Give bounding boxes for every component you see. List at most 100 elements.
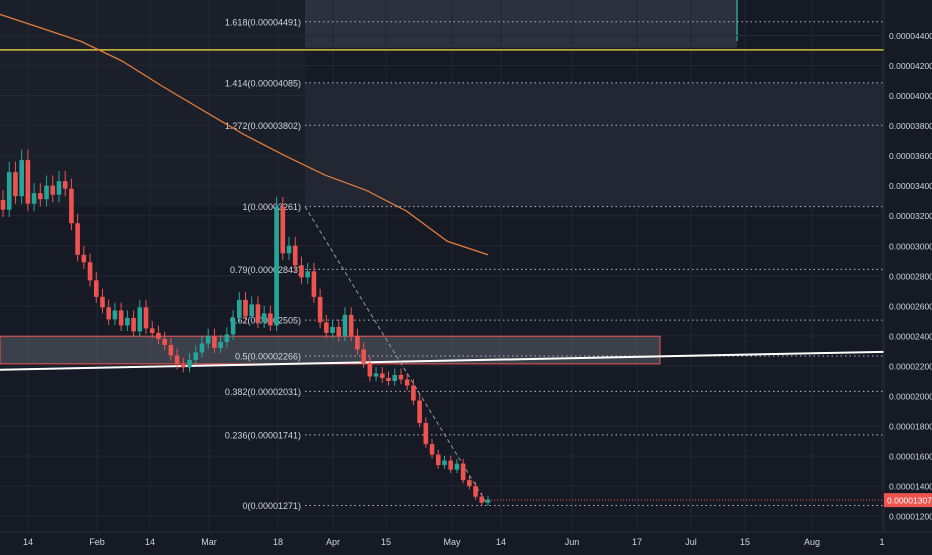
candle-body <box>355 335 360 350</box>
candle-body <box>274 206 279 326</box>
candle-body <box>0 199 6 210</box>
fib-label: 0.5(0.00002266) <box>235 352 301 362</box>
candle-body <box>236 299 242 318</box>
candle-body <box>330 326 335 333</box>
candle-body <box>249 304 255 317</box>
fib-diagonal <box>304 206 489 506</box>
candle-body <box>342 314 348 336</box>
support-zone <box>0 335 661 365</box>
y-tick-label: 0.00004400 <box>889 31 932 41</box>
trendline <box>0 350 885 371</box>
candle-body <box>205 335 211 344</box>
x-tick-label: Aug <box>804 537 820 547</box>
y-tick-label: 0.00003800 <box>889 121 932 131</box>
candle-body <box>280 206 286 254</box>
y-tick-label: 0.00003600 <box>889 151 932 161</box>
candle-body <box>118 310 124 326</box>
x-tick-label: 15 <box>381 537 391 547</box>
candle-body <box>81 254 87 263</box>
fib-label: 1.414(0.00004085) <box>225 78 301 88</box>
candle-body <box>162 338 167 345</box>
candle-body <box>261 313 267 323</box>
candle-body <box>224 334 230 342</box>
candle-body <box>193 352 199 360</box>
candle-body <box>44 185 49 200</box>
candle-body <box>6 172 12 210</box>
candle-body <box>218 341 223 348</box>
y-tick-label: 0.00004000 <box>889 91 932 101</box>
candle-body <box>268 313 273 326</box>
current-price-label: 0.00001307 <box>887 496 932 506</box>
y-tick-label: 0.00001400 <box>889 482 932 492</box>
candle-body <box>75 223 80 255</box>
fib-label: 0(0.00001271) <box>242 501 301 511</box>
candle-body <box>131 317 136 332</box>
fib-shade-left <box>0 0 305 207</box>
candle-body <box>38 193 43 200</box>
candle-body <box>286 245 292 254</box>
candle-body <box>168 344 174 356</box>
candle-body <box>311 271 317 297</box>
candle-body <box>69 188 74 224</box>
candle-body <box>187 359 192 368</box>
fib-label: 1.618(0.00004491) <box>225 17 301 27</box>
candle-body <box>435 454 441 466</box>
candle-body <box>230 317 236 335</box>
candle-body <box>460 463 466 481</box>
fib-shade-upper <box>305 82 884 207</box>
candle-body <box>181 364 186 368</box>
candle-body <box>31 193 37 204</box>
candle-body <box>454 463 460 470</box>
candle-body <box>305 271 310 278</box>
candle-body <box>473 486 478 497</box>
candle-body <box>386 377 391 381</box>
x-tick-label: 15 <box>740 537 750 547</box>
y-tick-label: 0.00001800 <box>889 422 932 432</box>
candle-body <box>112 310 118 320</box>
candle-body <box>149 328 155 333</box>
current-price-tag <box>884 493 932 508</box>
candle-body <box>317 296 323 323</box>
candle-body <box>423 423 429 445</box>
candle-body <box>442 460 447 466</box>
x-axis-background <box>0 532 932 550</box>
candle-body <box>137 307 143 332</box>
candle-body <box>336 326 342 336</box>
candle-body <box>479 496 485 503</box>
candle-body <box>404 379 410 386</box>
x-tick-label: 14 <box>496 537 506 547</box>
y-tick-label: 0.00002600 <box>889 301 932 311</box>
candle-body <box>50 185 56 195</box>
overlay-lines <box>0 13 885 506</box>
fib-label: 0.236(0.00001741) <box>225 430 301 440</box>
candle-body <box>324 322 329 333</box>
candle-body <box>373 373 379 377</box>
y-axis: 0.00004400 0.00004200 0.00004000 0.00003800… <box>488 0 932 552</box>
candle-body <box>199 343 205 353</box>
y-tick-label: 0.00001200 <box>889 512 932 522</box>
candle-body <box>299 265 304 278</box>
x-axis: 14 Feb 14 Mar 18 Apr 15 May 14 Jun 17 Jul 15 Aug 1 <box>0 531 932 550</box>
candle-body <box>348 314 354 336</box>
fib-extension-box <box>305 0 737 48</box>
candle-body <box>87 262 93 281</box>
candle-body <box>19 160 24 197</box>
fib-label: 1(0.00003261) <box>242 202 301 212</box>
candle-body <box>411 385 416 401</box>
y-tick-label: 0.00003000 <box>889 241 932 251</box>
y-axis-background <box>884 0 932 550</box>
candle-body <box>25 160 31 204</box>
y-tick-label: 0.00001600 <box>889 452 932 462</box>
y-tick-label: 0.00002400 <box>889 331 932 341</box>
x-tick-label: Jun <box>565 537 580 547</box>
x-tick-label: 14 <box>145 537 155 547</box>
x-tick-label: 14 <box>23 537 33 547</box>
candle-body <box>429 444 435 455</box>
candles <box>0 149 491 506</box>
y-tick-label: 0.00003400 <box>889 181 932 191</box>
y-tick-label: 0.00003200 <box>889 211 932 221</box>
candle-body <box>361 349 366 363</box>
grid <box>0 0 884 547</box>
candle-body <box>467 480 472 487</box>
